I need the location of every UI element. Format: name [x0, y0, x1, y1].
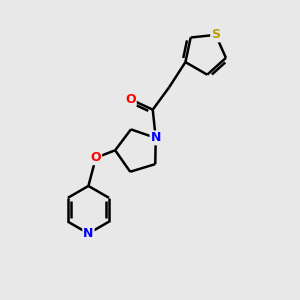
- Text: N: N: [151, 131, 161, 144]
- Text: N: N: [83, 227, 94, 240]
- Text: S: S: [211, 28, 220, 41]
- Text: O: O: [125, 93, 136, 106]
- Text: O: O: [91, 151, 101, 164]
